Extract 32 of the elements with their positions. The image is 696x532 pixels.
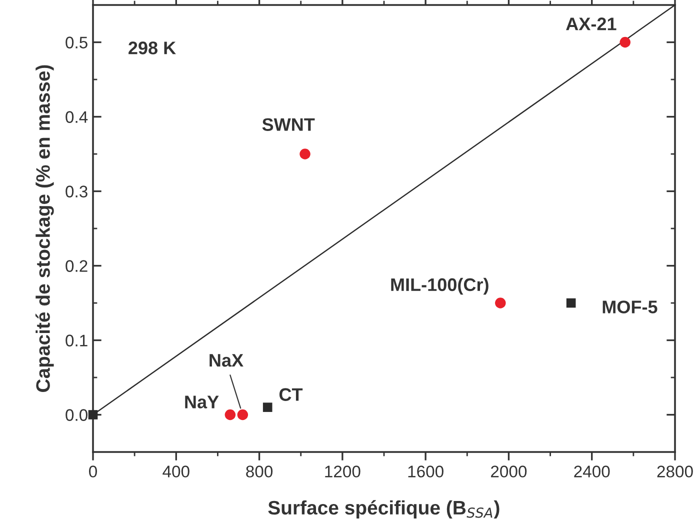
- y-tick-label: 0.3: [66, 186, 88, 198]
- annotation: NaY: [185, 396, 219, 408]
- annotation: MOF-5: [602, 300, 658, 314]
- x-tick-label: 1600: [408, 466, 444, 478]
- x-tick-label: 1200: [325, 466, 360, 478]
- point: [566, 298, 576, 308]
- y-tick-label: 0.4: [66, 111, 88, 123]
- x-tick-label: 2000: [491, 466, 527, 478]
- y-tick-label: 0.0: [66, 409, 88, 421]
- y-tick-label: 0.5: [66, 36, 88, 48]
- y-axis-title: Capacité de stockage (% en masse): [35, 65, 54, 392]
- x-tick-label: 2800: [657, 466, 693, 478]
- point: [88, 410, 98, 420]
- y-tick-label: 0.1: [66, 334, 88, 346]
- annotation: SWNT: [262, 118, 315, 131]
- y-tick-label: 0.2: [66, 260, 88, 272]
- annotation: 298 K: [128, 42, 176, 54]
- point: [620, 36, 630, 48]
- point: [224, 409, 236, 420]
- annotation: CT: [279, 388, 303, 401]
- point: [300, 148, 310, 160]
- x-tick-label: 0: [89, 466, 97, 478]
- x-axis-title: Surface spécifique (B$_{SSA}$): [268, 500, 500, 518]
- x-tick-label: 400: [162, 466, 190, 478]
- x-tick-label: 2400: [574, 466, 610, 478]
- point: [237, 409, 248, 420]
- annotation: NaX: [210, 354, 244, 367]
- annotation: MIL-100(Cr): [391, 278, 488, 295]
- x-tick-label: 800: [246, 466, 273, 478]
- point: [495, 298, 506, 308]
- annotation: AX-21: [566, 18, 616, 30]
- point: [262, 402, 272, 412]
